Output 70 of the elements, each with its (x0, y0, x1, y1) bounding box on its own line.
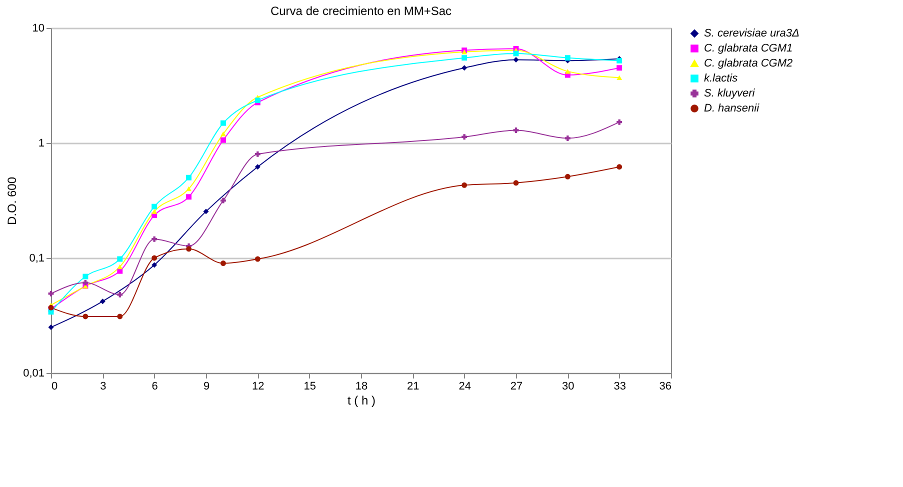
point (616, 65, 622, 71)
point (564, 136, 570, 141)
point (616, 75, 622, 80)
x-tick-label: 18 (355, 380, 368, 392)
x-tick-label: 21 (407, 380, 420, 392)
x-tick-label: 24 (458, 380, 471, 392)
x-tick-label: 9 (203, 380, 210, 392)
point (220, 120, 226, 126)
point (462, 65, 468, 71)
x-tick-label: 33 (614, 380, 626, 392)
point (254, 256, 260, 262)
point (462, 182, 468, 188)
point (220, 132, 226, 136)
point (513, 180, 519, 186)
point (186, 246, 192, 252)
chart-title: Curva de crecimiento en MM+Sac (270, 4, 452, 18)
legend-label: D. hansenii (704, 102, 760, 114)
legend-label: C. glabrata CGM1 (704, 42, 793, 54)
x-tick-label: 27 (510, 380, 523, 392)
point (117, 268, 123, 274)
x-tick-label: 12 (252, 380, 264, 392)
point (152, 236, 158, 242)
legend-label: S. kluyveri (704, 88, 756, 100)
point (117, 264, 123, 270)
point (220, 137, 226, 143)
x-tick-label: 36 (659, 380, 672, 392)
point (564, 55, 570, 61)
point (82, 274, 88, 280)
point (117, 314, 123, 320)
point (254, 151, 260, 157)
point (254, 164, 260, 170)
point (100, 298, 106, 304)
point (203, 208, 209, 214)
point (513, 50, 519, 56)
x-tick-label: 15 (304, 380, 316, 392)
point (513, 56, 519, 62)
y-tick-label: 1 (38, 138, 44, 150)
point (220, 198, 226, 204)
x-tick-label: 30 (562, 380, 574, 392)
x-tick-label: 3 (100, 380, 106, 392)
point (462, 134, 468, 140)
x-tick-label: 0 (52, 380, 58, 392)
legend-label: S. cerevisiae ura3Δ (704, 28, 800, 40)
point (152, 262, 158, 268)
point (82, 314, 88, 320)
point (564, 174, 570, 180)
point (117, 256, 123, 262)
point (152, 204, 158, 210)
point (186, 194, 192, 200)
legend-label: k.lactis (704, 72, 738, 84)
point (186, 174, 192, 180)
point (186, 186, 192, 192)
point (616, 164, 622, 170)
point (152, 255, 158, 261)
point (152, 209, 158, 214)
point (564, 68, 570, 74)
y-axis-title: D.O. 600 (5, 176, 20, 226)
point (462, 55, 468, 61)
x-tick-label: 6 (152, 380, 158, 392)
point (513, 128, 519, 134)
y-tick-label: 0,1 (29, 252, 44, 264)
point (220, 260, 226, 266)
point (117, 292, 123, 298)
x-axis-title: t ( h ) (347, 394, 376, 408)
y-tick-label: 0,01 (23, 368, 44, 380)
point (48, 324, 54, 330)
point (616, 119, 622, 125)
y-tick-label: 10 (32, 22, 44, 34)
legend-label: C. glabrata CGM2 (704, 58, 793, 70)
point (82, 280, 88, 286)
